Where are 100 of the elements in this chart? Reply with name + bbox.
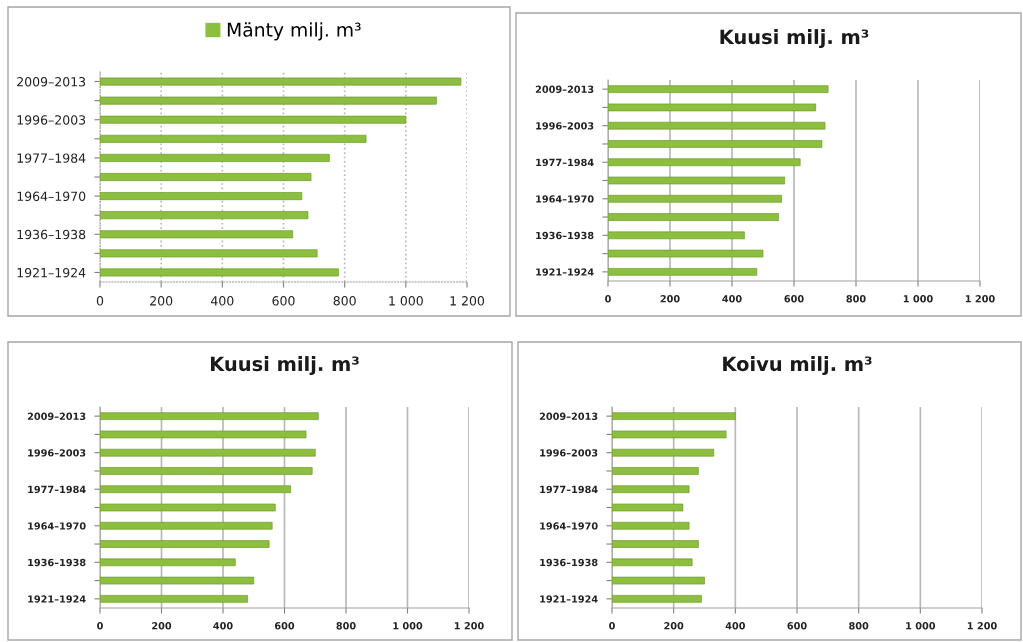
bar (100, 211, 309, 220)
bar (100, 230, 294, 239)
x-tick-label: 200 (152, 622, 172, 630)
bar (100, 430, 307, 439)
x-tick-label: 400 (213, 622, 233, 630)
x-tick-label: 800 (849, 622, 869, 630)
bar (100, 96, 437, 105)
chart-title: Kuusi milj. m³ (720, 29, 869, 49)
x-tick-label: 1 200 (967, 622, 997, 630)
y-tick-label: 1964–1970 (536, 195, 594, 203)
x-tick-label: 800 (846, 295, 866, 303)
bar (100, 115, 407, 124)
y-tick-label: 2009–2013 (535, 85, 594, 93)
y-tick-label: 1921–1924 (536, 268, 594, 276)
bar (100, 173, 312, 181)
bar (608, 85, 829, 93)
y-tick-label: 1977–1984 (28, 485, 86, 494)
bar (608, 268, 758, 276)
y-tick-label: 1936–1938 (17, 229, 86, 240)
y-tick-label: 1921–1924 (28, 595, 86, 603)
y-tick-label: 1936–1938 (28, 558, 86, 567)
y-tick-label: 1964–1970 (28, 522, 86, 530)
bar (100, 412, 319, 420)
legend-label: Mänty milj. m³ (227, 22, 361, 41)
bar (608, 231, 745, 240)
x-tick-label: 200 (664, 622, 684, 630)
x-tick-label: 800 (336, 622, 356, 630)
chart-title: Koivu milj. m³ (723, 356, 872, 376)
x-tick-label: 600 (272, 296, 295, 306)
chart-title: Kuusi milj. m³ (210, 356, 359, 376)
x-tick-label: 1 000 (393, 622, 423, 630)
x-tick-label: 0 (609, 622, 615, 630)
bar (100, 268, 339, 277)
x-tick-label: 200 (150, 296, 173, 306)
bar (612, 503, 684, 512)
bar (608, 176, 786, 185)
bar (608, 121, 826, 130)
bar (612, 430, 727, 439)
y-tick-label: 1936–1938 (540, 558, 598, 567)
bar (100, 467, 313, 475)
bar (608, 103, 817, 112)
bar (608, 213, 779, 221)
bar (612, 558, 693, 567)
x-tick-label: 1 000 (389, 296, 423, 306)
x-tick-label: 400 (722, 295, 742, 303)
y-tick-label: 1921–1924 (17, 267, 86, 278)
x-tick-label: 1 200 (965, 295, 995, 303)
bar (608, 140, 823, 148)
y-tick-label: 1996–2003 (17, 115, 86, 125)
y-tick-label: 1996–2003 (28, 449, 86, 457)
y-tick-label: 1964–1970 (540, 522, 598, 530)
bar (100, 503, 276, 512)
bar (100, 540, 270, 548)
x-tick-label: 600 (274, 622, 295, 630)
x-tick-label: 800 (333, 296, 356, 306)
bar (612, 448, 715, 457)
bar (612, 521, 690, 530)
x-tick-label: 600 (784, 295, 804, 303)
y-tick-label: 1977–1984 (17, 153, 86, 163)
y-tick-label: 2009–2013 (17, 77, 86, 87)
bar (100, 558, 236, 567)
bar (612, 412, 736, 420)
y-tick-label: 1977–1984 (540, 485, 598, 494)
y-tick-label: 1964–1970 (17, 191, 86, 202)
bar (100, 485, 291, 494)
x-tick-label: 400 (211, 296, 234, 306)
bar (608, 194, 782, 203)
bar (100, 77, 462, 86)
y-tick-label: 2009–2013 (27, 412, 86, 420)
x-tick-label: 1 200 (454, 622, 484, 630)
x-tick-label: 1 000 (906, 622, 936, 630)
bar (100, 521, 273, 530)
bar (612, 485, 690, 494)
bar (612, 540, 699, 548)
x-tick-label: 200 (660, 295, 680, 303)
bar (100, 448, 316, 457)
y-tick-label: 1977–1984 (536, 158, 594, 167)
x-tick-label: 1 000 (903, 295, 933, 303)
x-tick-label: 0 (97, 622, 103, 630)
bar (608, 249, 764, 258)
bar (100, 153, 330, 162)
bar (100, 192, 303, 201)
bar (612, 576, 705, 585)
y-tick-label: 1936–1938 (536, 231, 594, 240)
x-tick-label: 1 200 (450, 296, 485, 306)
x-tick-label: 0 (96, 296, 104, 306)
y-tick-label: 1921–1924 (540, 595, 598, 603)
bar (612, 467, 699, 475)
y-tick-label: 1996–2003 (536, 122, 594, 130)
bar (100, 576, 255, 585)
bar (608, 158, 801, 167)
bar (100, 249, 318, 258)
y-tick-label: 2009–2013 (539, 412, 598, 420)
x-tick-label: 400 (725, 622, 746, 630)
bar (100, 595, 248, 603)
x-tick-label: 0 (605, 295, 611, 303)
x-tick-label: 600 (787, 622, 807, 630)
bar (612, 595, 702, 603)
y-tick-label: 1996–2003 (540, 449, 598, 457)
bar (100, 134, 367, 143)
